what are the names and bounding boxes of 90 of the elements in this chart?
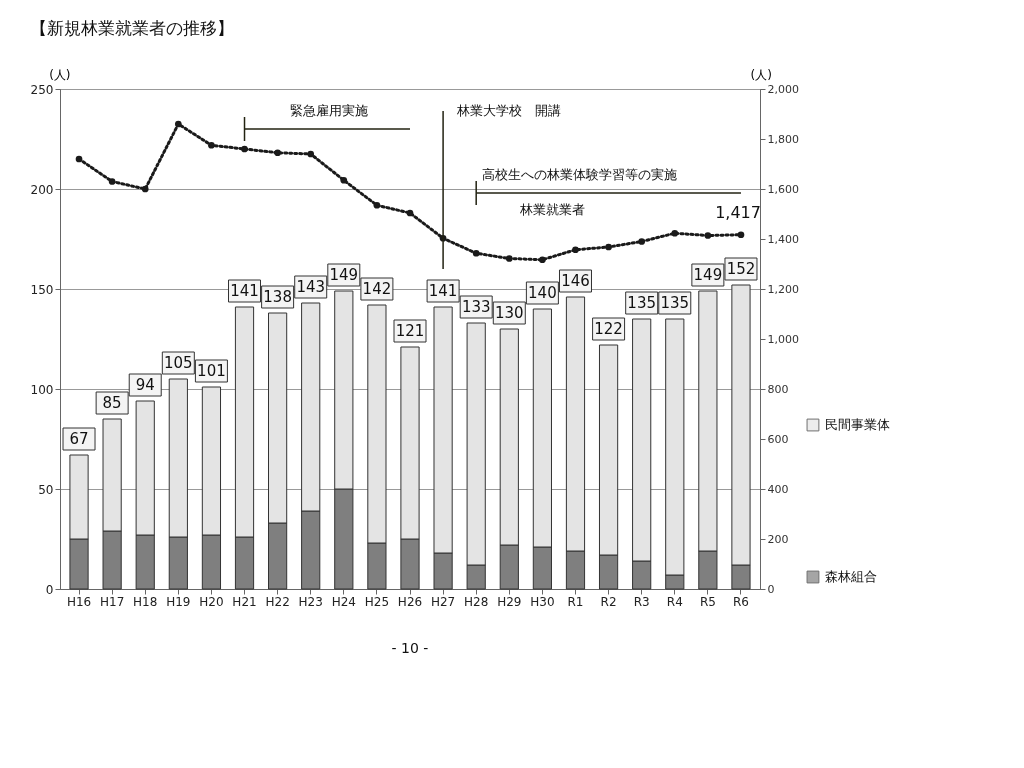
y2-tick-label: 2,000 (767, 82, 799, 96)
x-tick-label: H28 (464, 594, 489, 609)
x-tick-label: H20 (199, 594, 224, 609)
total-label: 141 (428, 282, 458, 300)
total-label: 105 (164, 354, 193, 372)
x-tick-label: H21 (232, 594, 257, 609)
y-tick-label: 150 (30, 282, 54, 297)
annotation: 林業大学校 開講 (456, 103, 562, 118)
point (241, 145, 248, 153)
text: - 10 - (391, 640, 429, 656)
y-tick-label: 100 (30, 382, 54, 397)
point (340, 176, 348, 184)
point (605, 243, 612, 251)
total-label: 130 (494, 304, 524, 322)
total-label: 140 (528, 284, 557, 302)
x-tick-label: H16 (66, 594, 92, 609)
point (75, 155, 83, 163)
y2-tick-label: 1,400 (767, 232, 799, 246)
total-label: 133 (461, 298, 491, 316)
y2-tick-label: 0 (767, 582, 775, 596)
y-tick-label: 250 (30, 82, 54, 97)
annotation: 高校生への林業体験学習等の実施 (482, 167, 678, 182)
x-tick-label: H25 (364, 594, 390, 609)
y2-tick-label: 1,600 (767, 182, 799, 196)
y2-tick-label: 200 (767, 532, 789, 546)
x-tick-label: H17 (99, 594, 125, 609)
legend-label: 森林組合 (824, 569, 877, 584)
point (208, 141, 215, 149)
total-label: 94 (135, 376, 155, 394)
point (572, 246, 579, 254)
text: 林業就業者 (518, 201, 585, 217)
x-tick-label: R3 (633, 594, 650, 609)
total-label: 149 (329, 266, 359, 284)
x-tick-label: H23 (298, 594, 323, 609)
point (141, 185, 149, 193)
y2-tick-label: 1,800 (767, 132, 799, 146)
y2-tick-label: 800 (767, 382, 789, 396)
y2-tick-label: 600 (767, 432, 789, 446)
point (737, 231, 745, 239)
x-tick-label: R2 (600, 594, 617, 609)
x-tick-label: H26 (397, 594, 423, 609)
total-label: 141 (230, 282, 259, 300)
total-label: 138 (263, 288, 292, 306)
x-tick-label: R1 (567, 594, 584, 609)
x-tick-label: R4 (666, 594, 683, 609)
annotation: 1,417 (715, 202, 761, 222)
y-axis-title: (人) (49, 67, 71, 82)
point (108, 178, 116, 185)
chart-title: 【新規林業就業者の推移】 (30, 18, 235, 38)
x-tick-label: H24 (331, 594, 356, 609)
total-label: 135 (627, 294, 656, 312)
x-tick-label: H27 (430, 594, 456, 609)
total-label: 135 (660, 294, 690, 312)
y2-tick-label: 1,200 (767, 282, 799, 296)
y-tick-label: 0 (45, 582, 54, 597)
total-label: 121 (395, 322, 425, 340)
legend-label: 民間事業体 (824, 417, 890, 432)
total-label: 146 (561, 272, 590, 290)
total-label: 142 (362, 280, 392, 298)
point (539, 256, 546, 264)
y2-axis-title: (人) (750, 67, 772, 82)
point (307, 150, 315, 158)
point (472, 249, 480, 257)
point (505, 255, 513, 262)
x-tick-label: H19 (166, 594, 191, 609)
total-label: 67 (69, 430, 89, 448)
total-label: 122 (594, 320, 623, 338)
point (373, 201, 381, 209)
point (704, 232, 712, 239)
annotation: 緊急雇用実施 (289, 103, 368, 118)
x-tick-label: H29 (497, 594, 522, 609)
point (406, 209, 414, 217)
point (671, 229, 679, 237)
y2-tick-label: 400 (767, 482, 789, 496)
total-label: 152 (726, 260, 756, 278)
total-label: 143 (296, 278, 326, 296)
total-label: 85 (102, 394, 122, 412)
x-tick-label: R6 (732, 594, 749, 609)
x-tick-label: H18 (133, 594, 158, 609)
x-tick-label: R5 (699, 594, 716, 609)
y-tick-label: 200 (30, 182, 54, 197)
x-tick-label: H30 (530, 594, 555, 609)
y2-tick-label: 1,000 (767, 332, 799, 346)
point (638, 238, 646, 245)
total-label: 149 (693, 266, 723, 284)
x-tick-label: H22 (265, 594, 290, 609)
y-tick-label: 50 (38, 482, 54, 497)
total-label: 101 (197, 362, 226, 380)
point (274, 149, 281, 157)
point (174, 120, 182, 128)
